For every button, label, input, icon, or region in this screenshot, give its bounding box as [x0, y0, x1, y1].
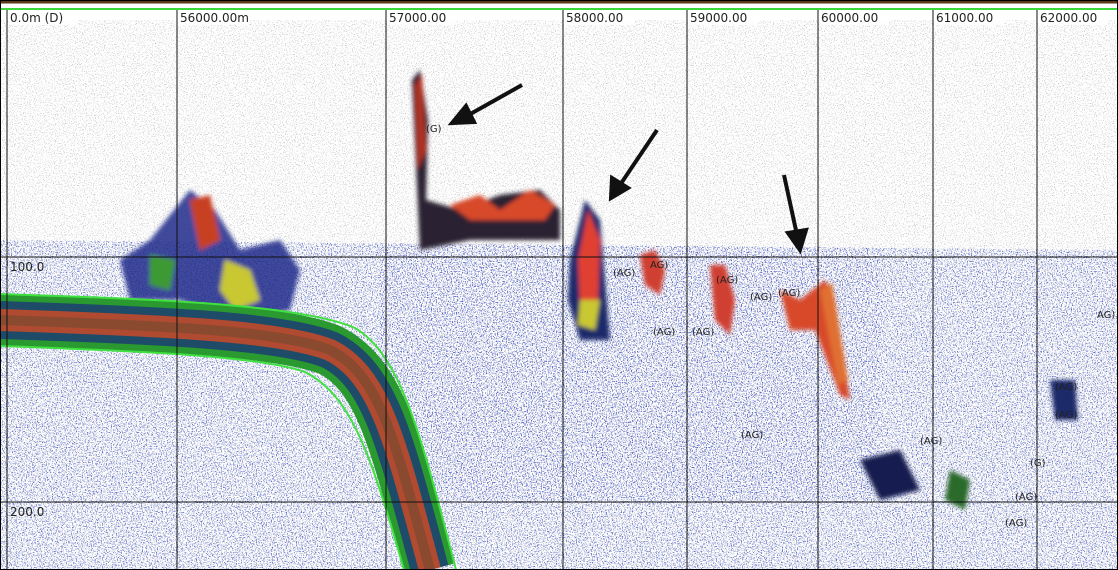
distance-label: 60000.00 — [821, 11, 878, 25]
region-label: (AG) — [692, 327, 714, 338]
region-label: (AG) — [716, 275, 738, 286]
distance-label: 0.0m (D) — [10, 11, 63, 25]
distance-label: 62000.00 — [1040, 11, 1097, 25]
region-label: AG) — [1097, 310, 1115, 321]
distance-label: 57000.00 — [389, 11, 446, 25]
region-label: (AG) — [778, 288, 800, 299]
echogram: 0.0m (D) 56000.00m 57000.00 58000.00 59000.0… — [0, 0, 1118, 570]
blue-speckle — [380, 240, 880, 500]
region-label: AG) — [650, 260, 668, 271]
distance-label: 61000.00 — [936, 11, 993, 25]
region-label: (AG) — [750, 292, 772, 303]
depth-label: 100.0 — [10, 260, 44, 274]
region-label: (AG) — [741, 430, 763, 441]
region-label: (G) — [426, 124, 442, 135]
region-label: (AG) — [653, 327, 675, 338]
distance-label: 58000.00 — [566, 11, 623, 25]
region-label: (G) — [1030, 458, 1046, 469]
region-label: (AG) — [1055, 410, 1077, 421]
region-label: (AG) — [1015, 492, 1037, 503]
region-label: (AG) — [1055, 382, 1077, 393]
region-label: (AG) — [920, 436, 942, 447]
region-label: (AG) — [613, 268, 635, 279]
distance-label: 59000.00 — [690, 11, 747, 25]
region-label: (AG) — [1005, 518, 1027, 529]
distance-label: 56000.00m — [180, 11, 249, 25]
depth-label: 200.0 — [10, 505, 44, 519]
